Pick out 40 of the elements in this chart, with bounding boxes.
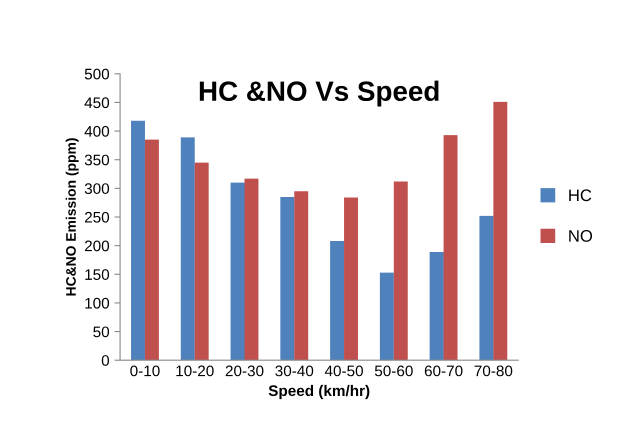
bar	[344, 198, 358, 360]
y-tick-label: 100	[85, 298, 110, 309]
bar	[479, 216, 494, 360]
x-tick-label: 0-10	[130, 365, 160, 376]
y-tick-label: 500	[84, 68, 110, 80]
bar	[294, 191, 308, 360]
x-axis-title: Speed (km/hr)	[268, 384, 370, 400]
x-tick-label: 20-30	[226, 365, 264, 376]
x-tick-label: 10-20	[176, 365, 214, 376]
y-tick-label: 350	[84, 154, 110, 166]
y-tick-label: 250	[84, 212, 110, 223]
bar	[131, 120, 145, 360]
y-tick-label: 450	[84, 97, 110, 108]
x-tick-label: 30-40	[275, 365, 314, 376]
bar	[493, 102, 508, 360]
bar	[144, 140, 159, 360]
y-tick-label: 400	[84, 126, 110, 137]
y-tick-label: 150	[85, 269, 110, 280]
bar	[444, 135, 458, 360]
bar	[380, 272, 394, 360]
bar	[394, 181, 408, 360]
chart-title: HC &NO Vs Speed	[200, 80, 438, 107]
x-tick-label: 60-70	[424, 365, 463, 376]
y-tick-label: 200	[84, 240, 110, 252]
bar	[194, 162, 209, 360]
bar	[430, 252, 444, 360]
legend-label: NO	[569, 230, 592, 242]
bar	[330, 241, 344, 360]
bar	[244, 178, 258, 360]
y-tick-label: 50	[93, 326, 110, 338]
bar	[180, 137, 195, 360]
x-tick-label: 70-80	[474, 365, 512, 376]
y-tick-label: 300	[84, 183, 110, 194]
y-axis-title: HC&NO Emission (ppm)	[66, 138, 79, 296]
x-tick-label: 50-60	[374, 365, 413, 376]
bar	[230, 182, 245, 360]
y-tick-label: 0	[102, 355, 110, 366]
bar	[280, 196, 294, 360]
x-tick-label: 40-50	[324, 365, 363, 376]
legend-label: HC	[569, 189, 592, 202]
